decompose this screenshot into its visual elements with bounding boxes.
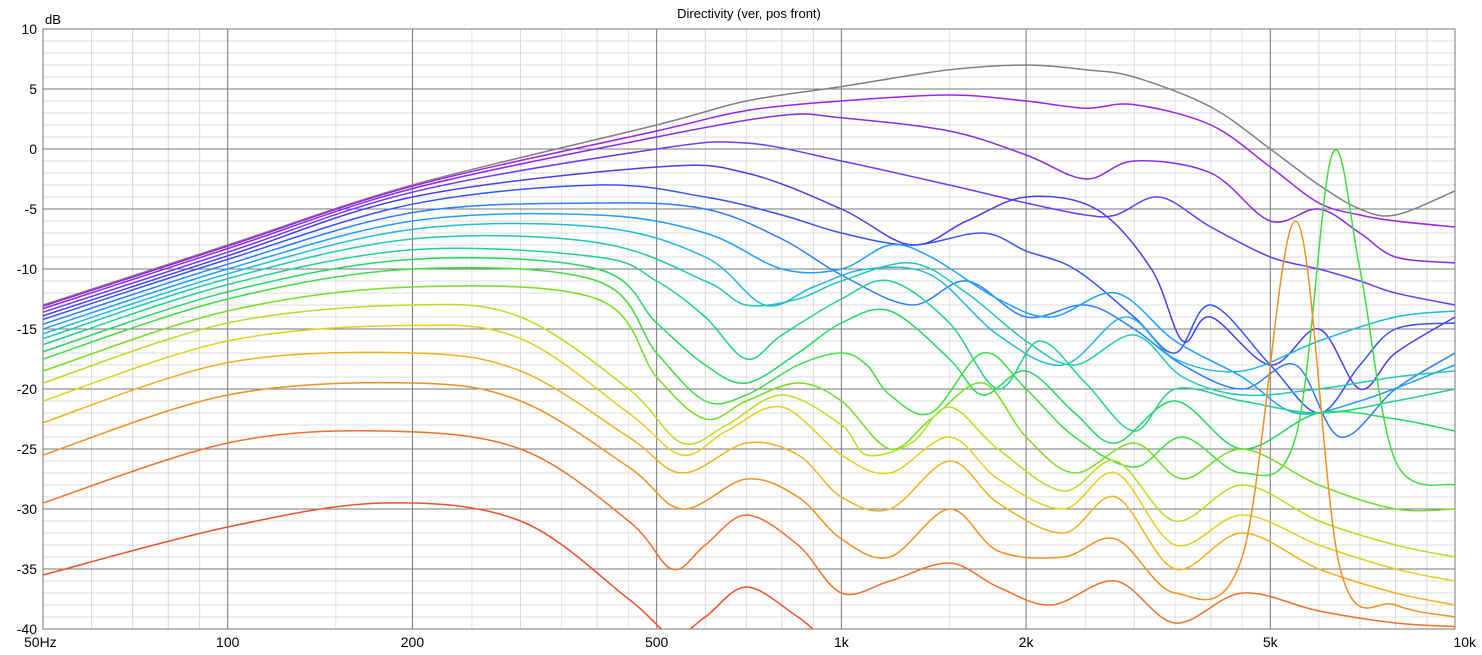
series-line-11 xyxy=(43,257,1455,450)
y-tick-label: -35 xyxy=(17,561,37,577)
series-line-15 xyxy=(43,324,1455,582)
series-line-2 xyxy=(43,113,1455,310)
series-layer xyxy=(43,64,1455,629)
series-line-5 xyxy=(43,184,1455,414)
series-line-6 xyxy=(43,202,1455,438)
series-line-0 xyxy=(43,64,1455,306)
y-tick-label: -30 xyxy=(17,501,37,517)
series-line-1 xyxy=(43,94,1455,307)
y-tick-label: 5 xyxy=(29,81,37,97)
x-tick-label: 5k xyxy=(1263,634,1279,650)
series-line-12 xyxy=(43,149,1455,486)
x-tick-label: 10k xyxy=(1453,634,1477,650)
series-line-17 xyxy=(43,220,1455,618)
series-line-3 xyxy=(43,141,1455,313)
x-tick-label: 50Hz xyxy=(24,634,57,650)
x-tick-label: 200 xyxy=(401,634,425,650)
major-grid xyxy=(42,28,1456,630)
series-line-9 xyxy=(43,234,1455,397)
chart-title: Directivity (ver, pos front) xyxy=(677,6,821,21)
x-tick-label: 1k xyxy=(834,634,850,650)
series-line-7 xyxy=(43,212,1455,415)
x-tick-label: 500 xyxy=(645,634,669,650)
x-tick-label: 100 xyxy=(216,634,240,650)
y-axis-ticks: 10 5 0 -5 -10 -15 -20 -25 -30 -35 -40 xyxy=(17,21,37,637)
y-tick-label: -20 xyxy=(17,381,37,397)
y-tick-label: 10 xyxy=(21,21,37,37)
y-tick-label: -25 xyxy=(17,441,37,457)
series-line-13 xyxy=(43,285,1455,512)
y-axis-unit-label: dB xyxy=(45,12,61,27)
series-line-10 xyxy=(43,247,1455,432)
series-line-4 xyxy=(43,164,1455,390)
y-tick-label: -10 xyxy=(17,261,37,277)
x-tick-label: 2k xyxy=(1019,634,1035,650)
y-tick-label: -5 xyxy=(25,201,38,217)
y-tick-label: -15 xyxy=(17,321,37,337)
y-tick-label: 0 xyxy=(29,141,37,157)
series-line-18 xyxy=(43,429,1455,628)
x-axis-ticks: 50Hz 100 200 500 1k 2k 5k 10k xyxy=(24,634,1477,650)
y-tick-label: -40 xyxy=(17,621,37,637)
series-line-16 xyxy=(43,351,1455,606)
series-line-8 xyxy=(43,222,1455,373)
series-line-14 xyxy=(43,303,1455,558)
series-line-19 xyxy=(43,502,814,629)
